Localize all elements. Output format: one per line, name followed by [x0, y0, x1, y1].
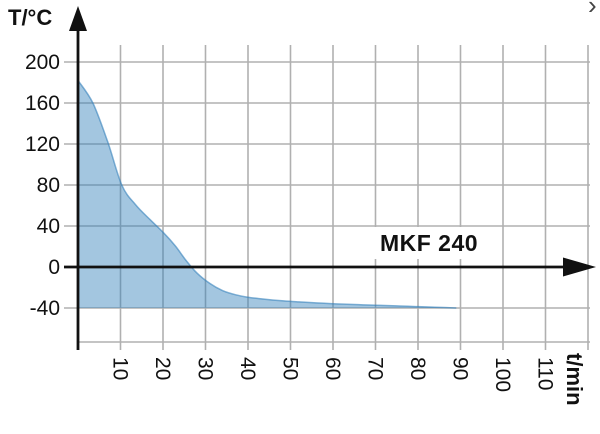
x-tick-labels: 10 20 30 40 50 60 70 80 90 100 110	[109, 357, 557, 392]
cooling-curve	[77, 80, 457, 309]
x-axis-label: t/min	[562, 353, 587, 406]
cooling-area	[78, 80, 457, 308]
x-tick-label: 30	[194, 357, 217, 380]
x-axis-arrowhead	[563, 257, 596, 277]
axes	[64, 6, 596, 350]
y-axis-arrowhead	[69, 6, 87, 31]
y-tick-label: 80	[37, 174, 60, 197]
x-tick-label: 20	[151, 357, 174, 380]
gridlines	[64, 45, 590, 350]
x-tick-label: 110	[534, 357, 557, 390]
x-tick-label: 10	[109, 357, 132, 380]
y-tick-label: 40	[37, 215, 60, 238]
y-tick-label: -40	[30, 297, 60, 320]
x-tick-label: 40	[236, 357, 259, 380]
y-tick-label: 120	[25, 133, 60, 156]
series-annotation: MKF 240	[360, 227, 498, 259]
x-tick-label: 100	[491, 357, 514, 392]
y-axis-label: T/°C	[8, 5, 53, 30]
x-tick-label: 60	[321, 357, 344, 380]
x-tick-label: 80	[406, 357, 429, 380]
x-tick-label: 50	[279, 357, 302, 380]
x-tick-label: 90	[449, 357, 472, 380]
y-tick-label: 0	[48, 256, 60, 279]
y-tick-labels: 200 160 120 80 40 0 -40	[25, 51, 60, 320]
x-tick-label: 70	[364, 357, 387, 380]
y-tick-label: 200	[25, 51, 60, 74]
y-tick-label: 160	[25, 92, 60, 115]
chevron-right-icon[interactable]: ›	[588, 0, 597, 20]
